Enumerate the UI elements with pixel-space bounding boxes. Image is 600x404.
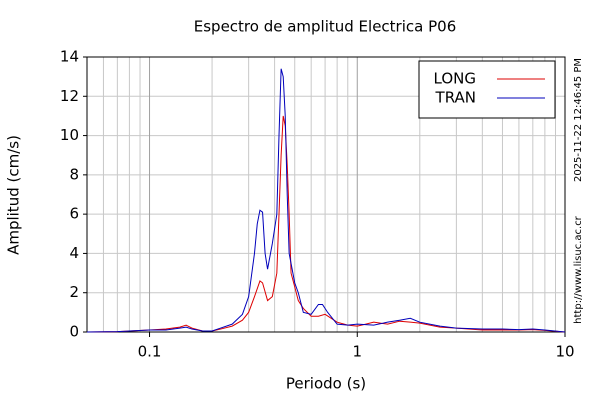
legend-label: TRAN — [435, 89, 476, 107]
legend-box — [418, 60, 556, 119]
source: http://www.lisuc.ac.cr — [573, 215, 584, 324]
x-tick-label: 10 — [555, 343, 574, 361]
chart-title: Espectro de amplitud Electrica P06 — [194, 18, 457, 36]
y-tick-label: 4 — [69, 244, 79, 262]
x-tick-label: 0.1 — [138, 343, 162, 361]
y-axis-label: Amplitud (cm/s) — [5, 135, 23, 255]
line-series — [86, 68, 566, 333]
y-tick-label: 12 — [60, 87, 79, 105]
y-tick-label: 0 — [69, 323, 79, 341]
y-tick-label: 8 — [69, 165, 79, 183]
legend-label: LONG — [434, 70, 476, 88]
y-tick-label: 10 — [60, 126, 79, 144]
x-axis-label: Periodo (s) — [286, 375, 366, 393]
x-tick-label: 1 — [352, 343, 362, 361]
plot-frame — [86, 56, 566, 333]
line-series — [86, 115, 566, 333]
y-tick-label: 2 — [69, 283, 79, 301]
timestamp: 2025-11-22 12:46:45 PM — [573, 58, 584, 182]
y-tick-label: 6 — [69, 205, 79, 223]
y-tick-label: 14 — [60, 48, 79, 66]
